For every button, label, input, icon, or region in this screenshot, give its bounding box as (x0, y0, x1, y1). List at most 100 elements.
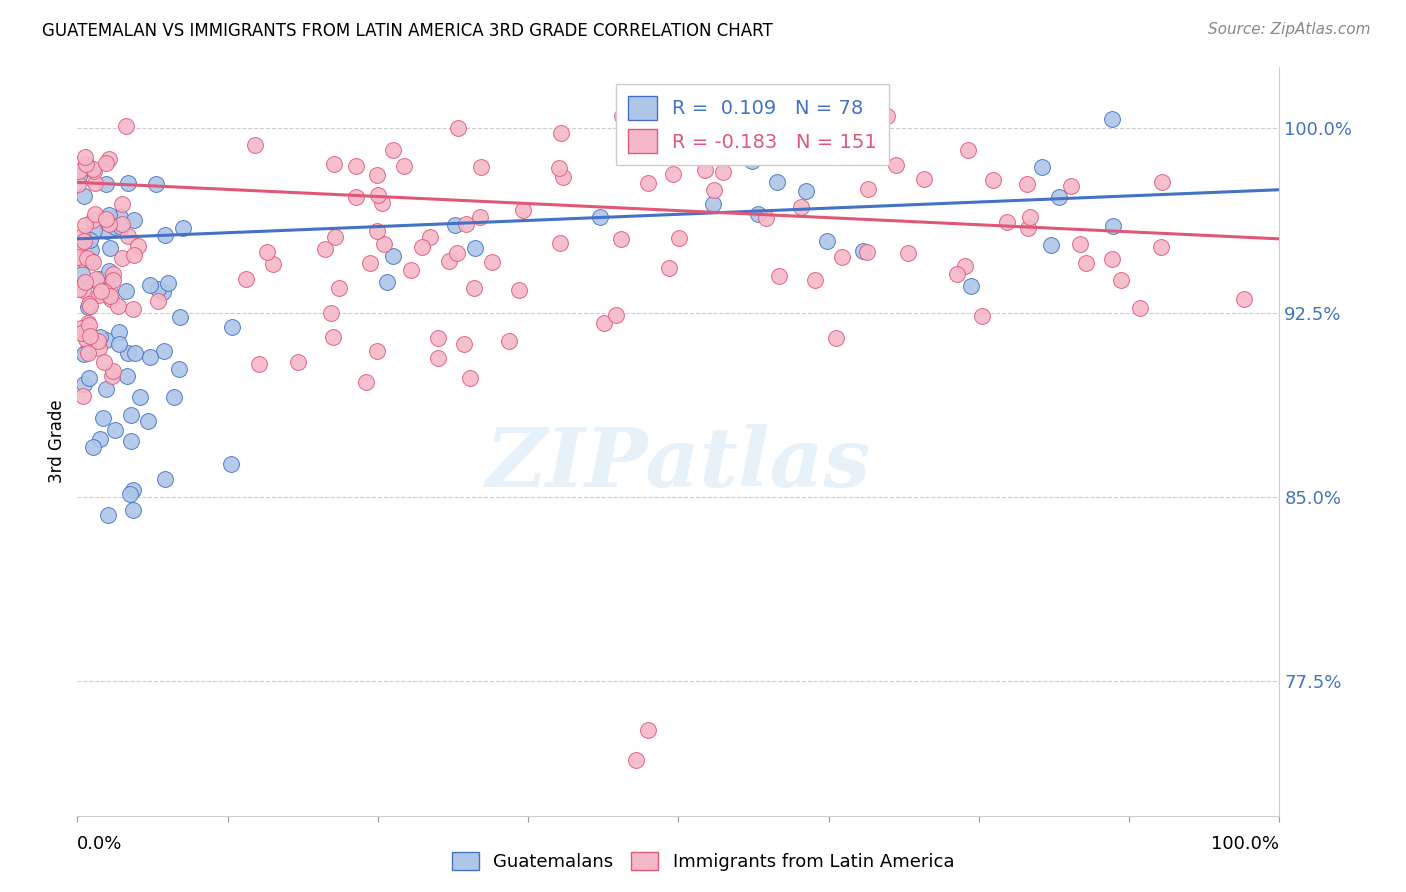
Point (995, 214, 1018, 228)
Point (897, 245, 920, 260)
Point (138, 350, 160, 364)
Point (117, 176, 139, 190)
Point (957, 143, 980, 157)
Point (794, 184, 817, 198)
Point (703, 183, 725, 197)
Point (766, 175, 789, 189)
Point (354, 375, 377, 389)
Point (93, 284, 115, 298)
Point (98, 289, 121, 303)
Point (75, 332, 97, 346)
Point (110, 197, 132, 211)
Point (79, 253, 101, 268)
Point (856, 181, 879, 195)
Point (426, 331, 449, 345)
Point (394, 159, 416, 173)
Text: 100.0%: 100.0% (1212, 835, 1279, 853)
Point (82, 162, 104, 177)
Point (884, 159, 907, 173)
Point (117, 229, 139, 244)
Point (94, 211, 117, 226)
Point (1069, 237, 1091, 252)
Point (463, 280, 485, 294)
Point (103, 267, 125, 281)
Point (122, 212, 145, 227)
Point (481, 254, 503, 268)
Point (87, 272, 110, 286)
Point (371, 196, 394, 211)
Point (136, 414, 159, 428)
Point (589, 210, 612, 224)
Point (221, 320, 243, 334)
Point (111, 251, 134, 265)
Point (108, 337, 131, 351)
Point (959, 278, 981, 293)
Point (117, 346, 139, 360)
Point (550, 126, 572, 140)
Point (831, 251, 853, 265)
Point (80, 243, 103, 257)
Point (70, 326, 93, 340)
Point (97, 152, 120, 166)
Point (67, 169, 90, 184)
Point (970, 309, 993, 323)
Point (91, 411, 114, 425)
Point (129, 390, 152, 404)
Text: Source: ZipAtlas.com: Source: ZipAtlas.com (1208, 22, 1371, 37)
Point (221, 457, 243, 471)
Y-axis label: 3rd Grade: 3rd Grade (48, 400, 66, 483)
Point (93, 354, 115, 368)
Point (77, 318, 100, 332)
Point (67, 250, 90, 264)
Point (89, 432, 111, 446)
Point (458, 371, 481, 385)
Point (77, 300, 100, 314)
Point (72, 234, 94, 248)
Point (145, 178, 167, 192)
Point (79, 299, 101, 313)
Point (256, 245, 278, 260)
Point (359, 256, 381, 270)
Point (87, 334, 110, 349)
Point (1101, 112, 1123, 126)
Point (1076, 256, 1098, 270)
Point (651, 121, 673, 136)
Point (344, 189, 367, 203)
Point (75, 150, 97, 164)
Point (89, 330, 111, 344)
Text: ZIPatlas: ZIPatlas (485, 424, 872, 504)
Point (453, 337, 475, 351)
Point (747, 207, 769, 221)
Point (498, 334, 520, 349)
Point (76, 252, 98, 266)
Point (107, 325, 129, 339)
Point (72, 283, 94, 297)
Point (419, 229, 441, 244)
Point (79, 329, 101, 343)
Point (427, 351, 450, 365)
Point (83, 164, 105, 178)
Point (323, 230, 346, 244)
Point (94, 156, 117, 170)
Point (96, 334, 118, 348)
Point (1129, 301, 1152, 315)
Point (610, 232, 633, 246)
Point (1150, 240, 1173, 254)
Point (668, 231, 690, 245)
Point (73, 189, 96, 203)
Point (825, 331, 848, 345)
Point (98, 241, 121, 255)
Point (84, 207, 107, 221)
Point (153, 472, 176, 486)
Point (713, 165, 735, 179)
Point (1017, 220, 1039, 235)
Point (79, 233, 101, 247)
Point (470, 160, 492, 174)
Point (110, 220, 132, 235)
Point (344, 159, 367, 173)
Point (235, 271, 257, 285)
Point (741, 154, 763, 169)
Point (100, 292, 122, 306)
Text: 0.0%: 0.0% (77, 835, 122, 853)
Point (67, 163, 90, 178)
